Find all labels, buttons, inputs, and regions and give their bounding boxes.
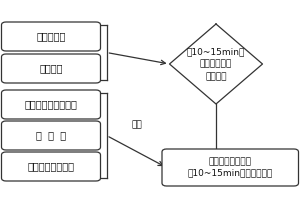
- FancyBboxPatch shape: [2, 90, 100, 119]
- Text: 硅  微  粉: 硅 微 粉: [36, 130, 66, 140]
- Text: （10~15min）
物料混合均匀
纤维分散: （10~15min） 物料混合均匀 纤维分散: [187, 47, 245, 81]
- Text: 称量: 称量: [131, 120, 142, 130]
- FancyBboxPatch shape: [2, 121, 100, 150]
- FancyBboxPatch shape: [162, 149, 298, 186]
- Text: 无重力混合搅拌机
（10~15min，混合均匀）: 无重力混合搅拌机 （10~15min，混合均匀）: [188, 158, 273, 177]
- Text: 纳米级高活性氧化硅: 纳米级高活性氧化硅: [25, 99, 77, 110]
- Text: 聚羧酸高效减水剂: 聚羧酸高效减水剂: [28, 162, 74, 171]
- FancyBboxPatch shape: [2, 22, 100, 51]
- Text: 增强纤维: 增强纤维: [39, 64, 63, 73]
- Text: 级配石英砂: 级配石英砂: [36, 31, 66, 42]
- FancyBboxPatch shape: [2, 54, 100, 83]
- FancyBboxPatch shape: [2, 152, 100, 181]
